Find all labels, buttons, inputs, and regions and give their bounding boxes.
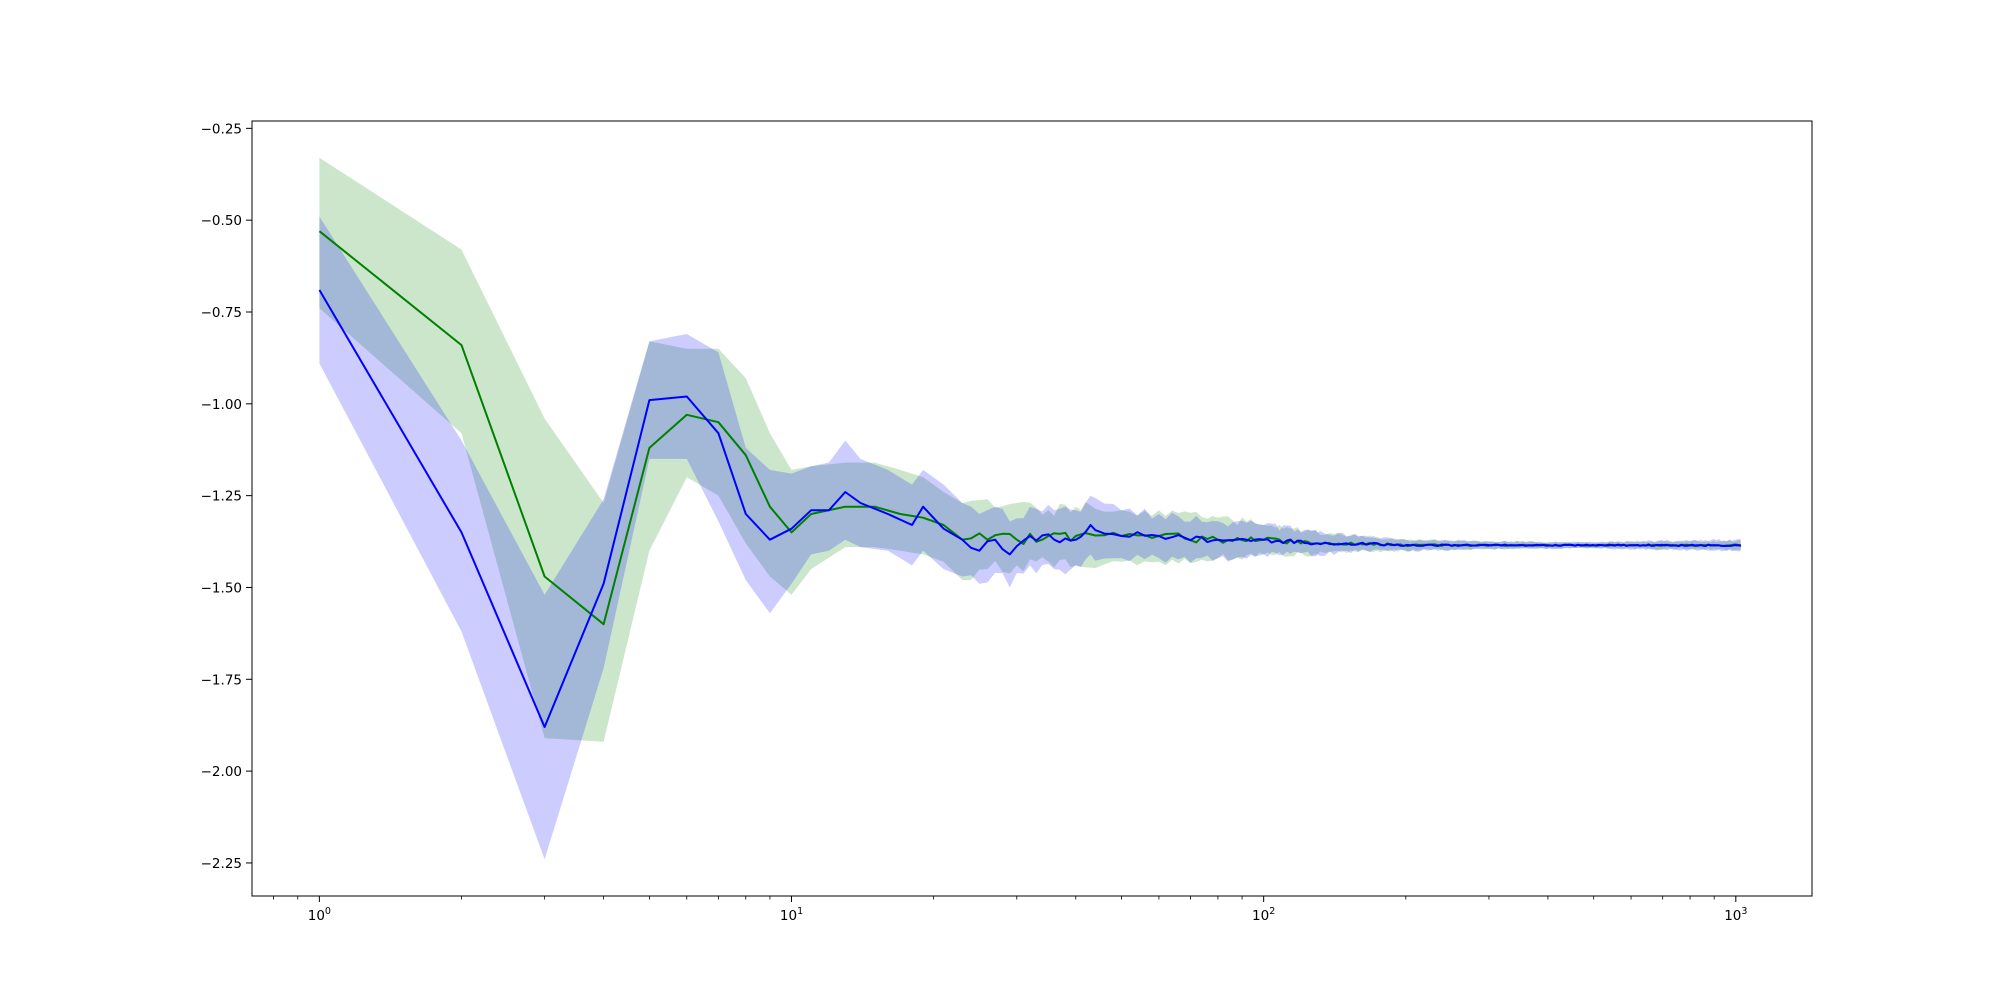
y-tick-label: −0.25 bbox=[201, 121, 242, 137]
y-tick-label: −2.00 bbox=[201, 764, 242, 780]
x-tick-label: 101 bbox=[780, 906, 803, 924]
series-lines bbox=[318, 230, 1742, 728]
y-tick-label: −1.00 bbox=[201, 397, 242, 413]
plot-area bbox=[251, 120, 1813, 897]
y-tick-label: −1.75 bbox=[201, 672, 242, 688]
y-tick-label: −1.25 bbox=[201, 489, 242, 505]
y-tick-label: −0.75 bbox=[201, 305, 242, 321]
y-tick-label: −2.25 bbox=[201, 856, 242, 872]
y-axis: −0.25 −0.50 −0.75 −1.00 −1.25 −1.50 −1.75 −2.00… bbox=[201, 121, 252, 872]
series-2-line bbox=[318, 289, 1742, 728]
x-tick-label: 100 bbox=[308, 906, 331, 924]
x-tick-label: 103 bbox=[1724, 906, 1747, 924]
x-axis: 100 101 102 103 bbox=[273, 896, 1747, 924]
confidence-bands bbox=[319, 157, 1741, 860]
axes-frame bbox=[251, 120, 1813, 897]
axes-background bbox=[252, 121, 1812, 896]
y-tick-label: −0.50 bbox=[201, 213, 242, 229]
x-tick-label: 102 bbox=[1252, 906, 1275, 924]
series-2-confidence-band bbox=[319, 216, 1741, 860]
y-tick-label: −1.50 bbox=[201, 580, 242, 596]
